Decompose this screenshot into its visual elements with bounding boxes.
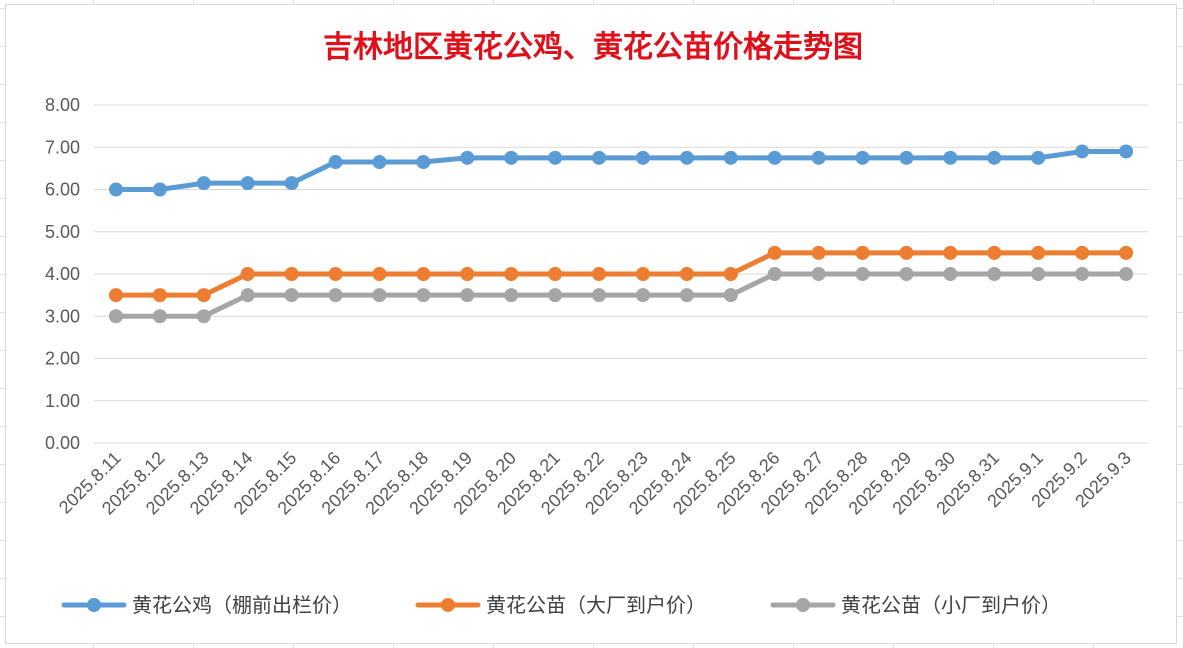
data-point [1119,267,1134,281]
data-point [108,288,123,303]
data-point [460,150,475,165]
data-point [372,155,387,170]
series-line [113,271,1129,319]
data-point [152,182,167,197]
data-point [592,150,607,165]
data-point [372,267,387,281]
data-point [108,309,123,324]
data-point [899,150,914,165]
data-point [635,150,650,165]
y-tick-label: 3.00 [45,306,80,326]
data-point [767,150,782,165]
y-tick-label: 2.00 [45,349,80,369]
y-tick-label: 4.00 [45,264,80,284]
y-tick-label: 1.00 [45,391,80,411]
data-point [987,245,1002,260]
data-point [1031,245,1046,260]
data-point [943,267,958,281]
data-point [767,267,782,281]
data-point [723,267,738,281]
data-point [943,245,958,260]
data-point [811,267,826,281]
data-point [372,288,387,303]
chart-area[interactable]: 吉林地区黄花公鸡、黄花公苗价格走势图 0.00 1.00 2.00 3.00 4.00 5… [5,4,1177,644]
data-point [460,267,475,281]
data-point [240,288,255,303]
data-point [855,245,870,260]
data-point [1075,144,1090,159]
data-point [416,267,431,281]
x-axis-ticks: 2025.8.112025.8.122025.8.132025.8.142025… [55,448,1135,519]
data-point [723,150,738,165]
y-tick-label: 8.00 [45,95,80,115]
data-point [767,245,782,260]
legend-swatch-marker [87,598,101,612]
y-tick-label: 0.00 [45,433,80,453]
data-point [723,288,738,303]
data-point [1119,245,1134,260]
data-point [416,288,431,303]
data-point [592,288,607,303]
data-point [196,288,211,303]
data-point [855,150,870,165]
data-point [855,267,870,281]
data-point [1031,150,1046,165]
data-point [1031,267,1046,281]
legend-label: 黄花公鸡（棚前出栏价） [132,593,352,617]
data-point [328,155,343,170]
data-point [679,288,694,303]
line-chart: 吉林地区黄花公鸡、黄花公苗价格走势图 0.00 1.00 2.00 3.00 4.00 5… [45,30,1148,617]
data-point [548,288,563,303]
data-point [152,288,167,303]
data-point [328,267,343,281]
data-point [1119,144,1134,159]
data-point [416,155,431,170]
data-point [152,309,167,324]
data-point [108,182,123,197]
data-point [548,150,563,165]
series-lines [108,144,1134,324]
series-line [113,250,1129,298]
data-point [592,267,607,281]
data-point [328,288,343,303]
legend-swatch-marker [796,598,810,612]
data-point [504,150,519,165]
data-point [196,309,211,324]
data-point [899,245,914,260]
data-point [635,288,650,303]
data-point [548,267,563,281]
data-point [284,176,299,191]
data-point [504,288,519,303]
data-point [284,267,299,281]
data-point [987,150,1002,165]
data-point [987,267,1002,281]
data-point [240,176,255,191]
chart-title: 吉林地区黄花公鸡、黄花公苗价格走势图 [323,30,863,65]
legend-label: 黄花公苗（大厂到户价） [486,593,706,617]
data-point [1075,245,1090,260]
y-tick-label: 6.00 [45,180,80,200]
data-point [460,288,475,303]
y-axis-ticks: 0.00 1.00 2.00 3.00 4.00 5.00 6.00 7.00 8.00 [45,95,80,453]
data-point [943,150,958,165]
data-point [1075,267,1090,281]
data-point [240,267,255,281]
legend-label: 黄花公苗（小厂到户价） [841,593,1061,617]
data-point [635,267,650,281]
data-point [504,267,519,281]
data-point [811,245,826,260]
y-tick-label: 7.00 [45,137,80,157]
data-point [899,267,914,281]
legend-swatch-marker [441,598,455,612]
series-line [113,148,1129,192]
legend: 黄花公鸡（棚前出栏价） 黄花公苗（大厂到户价） 黄花公苗（小厂到户价） [61,593,1061,617]
data-point [679,150,694,165]
data-point [811,150,826,165]
data-point [196,176,211,191]
data-point [284,288,299,303]
data-point [679,267,694,281]
y-tick-label: 5.00 [45,222,80,242]
